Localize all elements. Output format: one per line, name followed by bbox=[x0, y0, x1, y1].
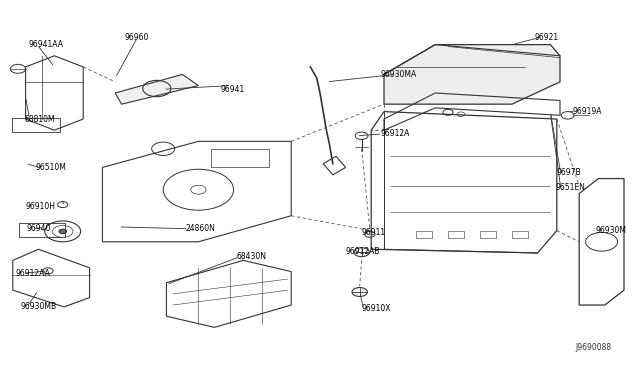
Text: 68430N: 68430N bbox=[237, 252, 267, 261]
Text: 96921: 96921 bbox=[534, 33, 559, 42]
Bar bbox=[480, 231, 496, 238]
Text: 9651EN: 9651EN bbox=[556, 183, 586, 192]
Bar bbox=[512, 231, 528, 238]
Text: 96919A: 96919A bbox=[573, 107, 602, 116]
Text: 96510M: 96510M bbox=[35, 163, 66, 172]
Text: 96912AB: 96912AB bbox=[346, 247, 380, 256]
Bar bbox=[19, 223, 65, 237]
Text: 96930MA: 96930MA bbox=[381, 70, 417, 79]
Text: 96912A: 96912A bbox=[381, 129, 410, 138]
Text: 96910X: 96910X bbox=[362, 304, 391, 313]
Text: 96941: 96941 bbox=[221, 85, 245, 94]
Text: 96960: 96960 bbox=[125, 33, 149, 42]
Text: 96930MB: 96930MB bbox=[20, 302, 56, 311]
Text: J9690088: J9690088 bbox=[575, 343, 611, 352]
Text: 96940: 96940 bbox=[27, 224, 51, 233]
Polygon shape bbox=[115, 74, 198, 104]
Text: 24860N: 24860N bbox=[186, 224, 216, 233]
Text: 96910H: 96910H bbox=[26, 202, 56, 211]
Polygon shape bbox=[384, 45, 560, 104]
Text: 96941AA: 96941AA bbox=[29, 40, 64, 49]
Circle shape bbox=[59, 229, 67, 234]
Bar bbox=[416, 231, 432, 238]
Text: 68810M: 68810M bbox=[24, 115, 55, 124]
Bar bbox=[211, 149, 269, 167]
Text: 96912AA: 96912AA bbox=[16, 269, 51, 278]
Bar bbox=[448, 231, 464, 238]
Text: 9697B: 9697B bbox=[557, 169, 581, 177]
Bar bbox=[12, 118, 60, 132]
Text: 96930M: 96930M bbox=[595, 226, 626, 235]
Text: 96911: 96911 bbox=[362, 228, 386, 237]
